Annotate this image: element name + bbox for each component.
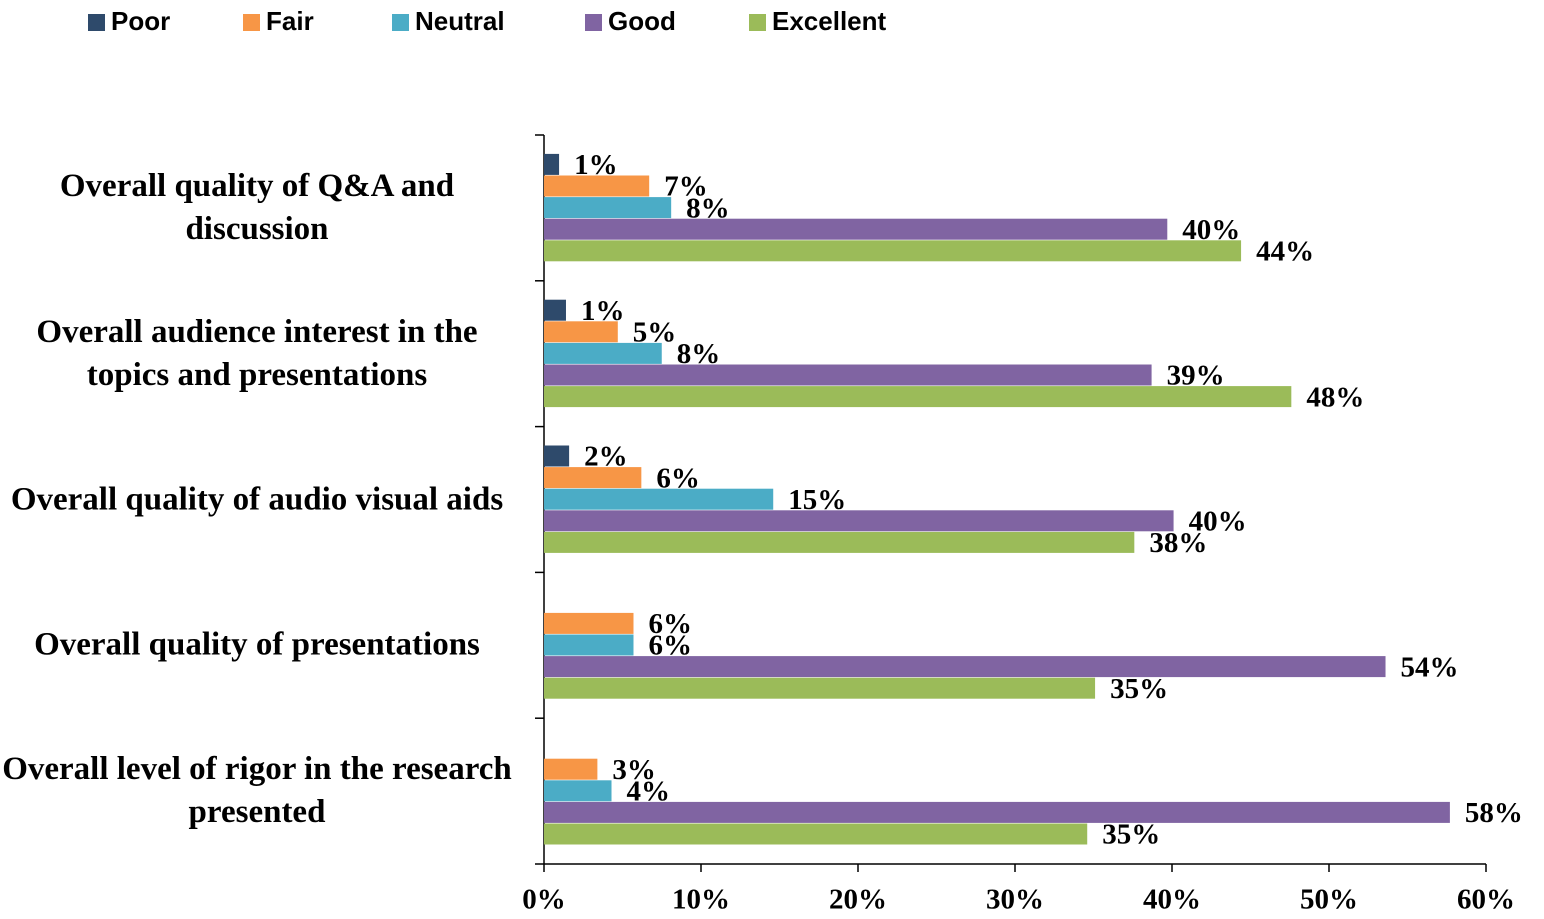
- x-tick-label: 10%: [672, 884, 730, 916]
- bar: [544, 342, 662, 364]
- bar: [544, 634, 634, 656]
- bar: [544, 488, 774, 510]
- x-tick-label: 0%: [522, 884, 566, 916]
- bar: [544, 612, 634, 634]
- category-label: Overall quality of audio visual aids: [10, 481, 504, 517]
- data-label: 7%: [664, 171, 708, 203]
- category-label: Overall level of rigor in the research p…: [2, 751, 512, 831]
- bar: [544, 656, 1386, 678]
- data-label: 6%: [648, 608, 692, 640]
- bar: [544, 467, 642, 489]
- bar: [544, 153, 560, 175]
- bar: [544, 531, 1135, 553]
- legend-swatch: [749, 14, 766, 31]
- bar: [544, 364, 1152, 386]
- x-tick-label: 40%: [1143, 884, 1201, 916]
- bar: [544, 197, 672, 219]
- data-label: 3%: [612, 754, 656, 786]
- bar: [544, 299, 566, 321]
- legend-swatch: [88, 14, 105, 31]
- data-label: 35%: [1110, 673, 1168, 705]
- bar: [544, 801, 1450, 823]
- bar: [544, 780, 612, 802]
- data-label: 54%: [1401, 651, 1459, 683]
- x-tick-label: 60%: [1457, 884, 1515, 916]
- bar: [544, 677, 1096, 699]
- bar: [544, 823, 1088, 845]
- data-label: 44%: [1256, 235, 1314, 267]
- data-label: 40%: [1189, 505, 1247, 537]
- legend-label: Excellent: [772, 6, 887, 36]
- bar: [544, 175, 650, 197]
- x-tick-label: 30%: [986, 884, 1044, 916]
- legend-label: Good: [608, 6, 676, 36]
- bar: [544, 445, 570, 467]
- legend-label: Neutral: [415, 6, 505, 36]
- x-tick-label: 50%: [1300, 884, 1358, 916]
- bar: [544, 386, 1292, 408]
- bar: [544, 758, 598, 780]
- bar: [544, 321, 618, 343]
- data-label: 35%: [1102, 819, 1160, 851]
- bar: [544, 510, 1174, 532]
- legend-label: Poor: [111, 6, 170, 36]
- data-label: 58%: [1465, 797, 1523, 829]
- legend-swatch: [585, 14, 602, 31]
- legend-label: Fair: [266, 6, 314, 36]
- data-label: 48%: [1306, 381, 1364, 413]
- bar: [544, 240, 1242, 262]
- category-label: Overall audience interest in the topics …: [36, 313, 478, 393]
- data-label: 38%: [1149, 527, 1207, 559]
- x-tick-label: 20%: [829, 884, 887, 916]
- legend-swatch: [243, 14, 260, 31]
- category-label: Overall quality of Q&A and discussion: [59, 167, 455, 247]
- category-label: Overall quality of presentations: [34, 626, 480, 663]
- bar: [544, 218, 1168, 240]
- legend-swatch: [392, 14, 409, 31]
